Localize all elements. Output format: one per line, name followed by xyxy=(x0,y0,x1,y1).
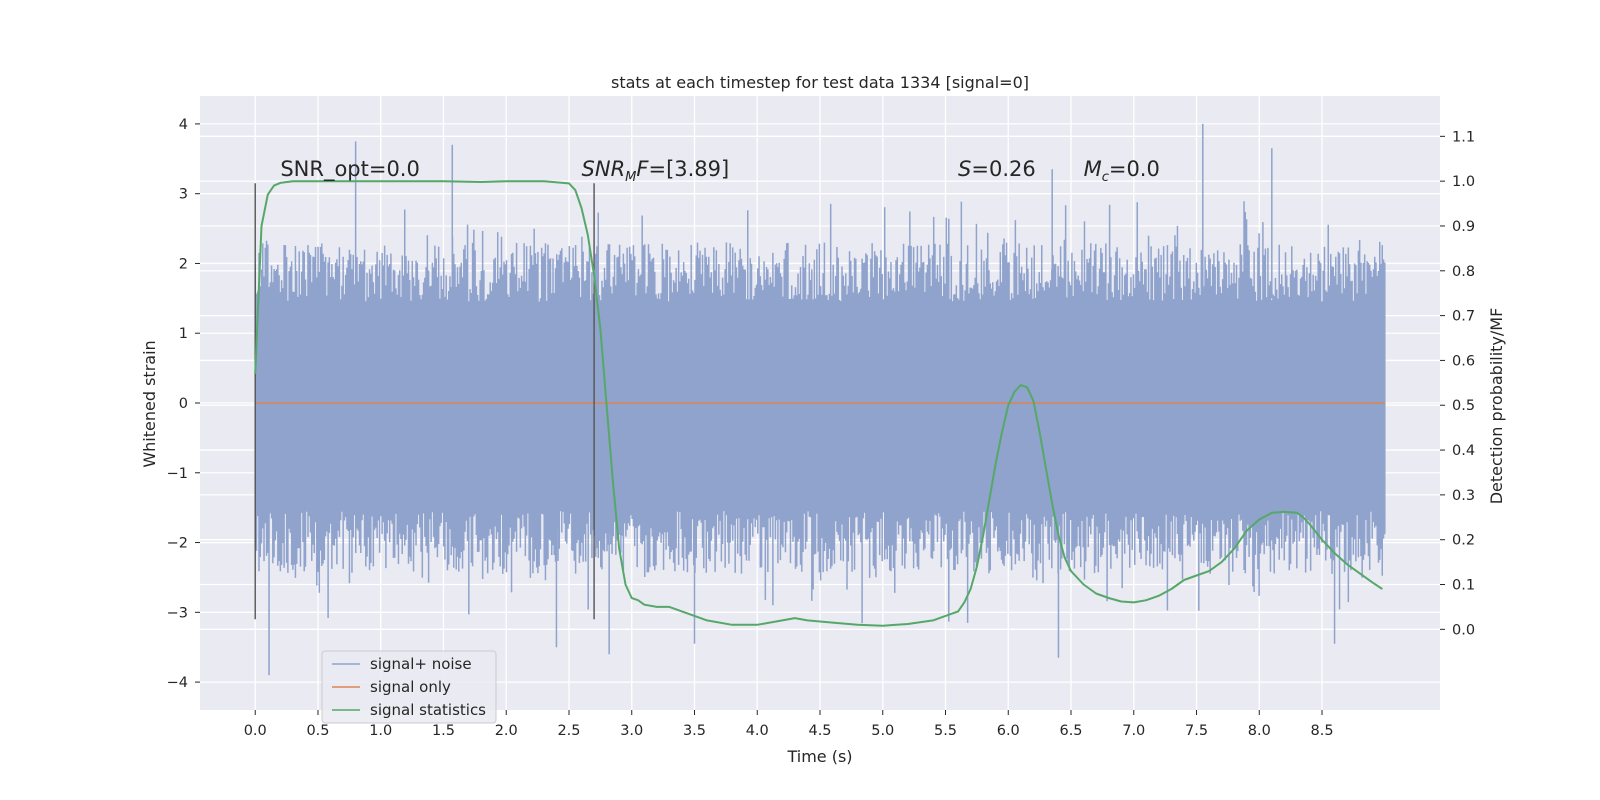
y-ticks: −4 −3 −2 −1 0 1 2 3 4 xyxy=(167,117,200,691)
x-tick-label: 3.0 xyxy=(620,723,643,739)
legend-label-signal-only: signal only xyxy=(370,678,451,696)
y2-ticks: 0.0 0.1 0.2 0.3 0.4 0.5 0.6 0.7 0.8 0.9 1.0 1.1 xyxy=(1440,129,1475,638)
y-tick-label: 3 xyxy=(179,187,188,203)
x-tick-label: 0.5 xyxy=(306,723,329,739)
annotation-2: S=0.26 xyxy=(958,157,1036,181)
legend-label-signal-noise: signal+ noise xyxy=(370,655,472,673)
y2-axis-label: Detection probability/MF xyxy=(1487,308,1506,505)
y2-tick-label: 0.8 xyxy=(1452,264,1475,280)
x-tick-label: 5.5 xyxy=(934,723,957,739)
x-tick-label: 6.0 xyxy=(997,723,1020,739)
annotation-1: SNRMF=[3.89] xyxy=(582,157,730,185)
y-tick-label: −2 xyxy=(167,536,188,552)
y2-tick-label: 0.5 xyxy=(1452,398,1475,414)
x-tick-label: 1.5 xyxy=(432,723,455,739)
y-axis-label: Whitened strain xyxy=(140,340,159,467)
y-tick-label: 0 xyxy=(179,396,188,412)
y-tick-label: 1 xyxy=(179,326,188,342)
chart-title: stats at each timestep for test data 133… xyxy=(611,73,1029,92)
x-tick-label: 2.0 xyxy=(495,723,518,739)
x-axis-label: Time (s) xyxy=(786,747,852,766)
x-tick-label: 3.5 xyxy=(683,723,706,739)
x-ticks: 0.0 0.5 1.0 1.5 2.0 2.5 3.0 3.5 4.0 4.5 5.0 5.5 6.0 6… xyxy=(244,710,1334,739)
x-tick-label: 7.0 xyxy=(1122,723,1145,739)
y2-tick-label: 0.3 xyxy=(1452,488,1475,504)
legend-box xyxy=(321,650,497,724)
x-tick-label: 7.5 xyxy=(1185,723,1208,739)
x-tick-label: 4.5 xyxy=(808,723,831,739)
y2-tick-label: 1.0 xyxy=(1452,174,1475,190)
legend-label-signal-statistics: signal statistics xyxy=(370,701,486,719)
y-tick-label: −4 xyxy=(167,675,188,691)
x-tick-label: 5.0 xyxy=(871,723,894,739)
marker-lines xyxy=(254,183,595,620)
x-tick-label: 4.0 xyxy=(746,723,769,739)
annotation-3: Mc=0.0 xyxy=(1084,157,1160,185)
y2-tick-label: 0.2 xyxy=(1452,533,1475,549)
series-signal-noise xyxy=(254,123,1386,676)
y2-tick-label: 1.1 xyxy=(1452,129,1475,145)
x-tick-label: 2.5 xyxy=(557,723,580,739)
y2-tick-label: 0.1 xyxy=(1452,578,1475,594)
x-tick-label: 0.0 xyxy=(244,723,267,739)
x-tick-label: 1.0 xyxy=(369,723,392,739)
annotation-0: SNR_opt=0.0 xyxy=(280,157,420,182)
y-tick-label: 4 xyxy=(179,117,188,133)
y2-tick-label: 0.6 xyxy=(1452,353,1475,369)
x-tick-label: 6.5 xyxy=(1059,723,1082,739)
legend: signal+ noise signal only signal statist… xyxy=(321,650,497,724)
y2-tick-label: 0.9 xyxy=(1452,219,1475,235)
annotations: SNR_opt=0.0 SNRMF=[3.89] S=0.26 Mc=0.0 xyxy=(280,157,1160,185)
series-signal-statistics xyxy=(254,180,1383,627)
x-tick-label: 8.5 xyxy=(1310,723,1333,739)
y-tick-label: −3 xyxy=(167,605,188,621)
y-tick-label: 2 xyxy=(179,256,188,272)
y-tick-label: −1 xyxy=(167,466,188,482)
x-tick-label: 8.0 xyxy=(1248,723,1271,739)
y2-tick-label: 0.7 xyxy=(1452,309,1475,325)
y2-tick-label: 0.0 xyxy=(1452,622,1475,638)
y2-tick-label: 0.4 xyxy=(1452,443,1475,459)
signal-statistics-line xyxy=(254,180,1383,627)
